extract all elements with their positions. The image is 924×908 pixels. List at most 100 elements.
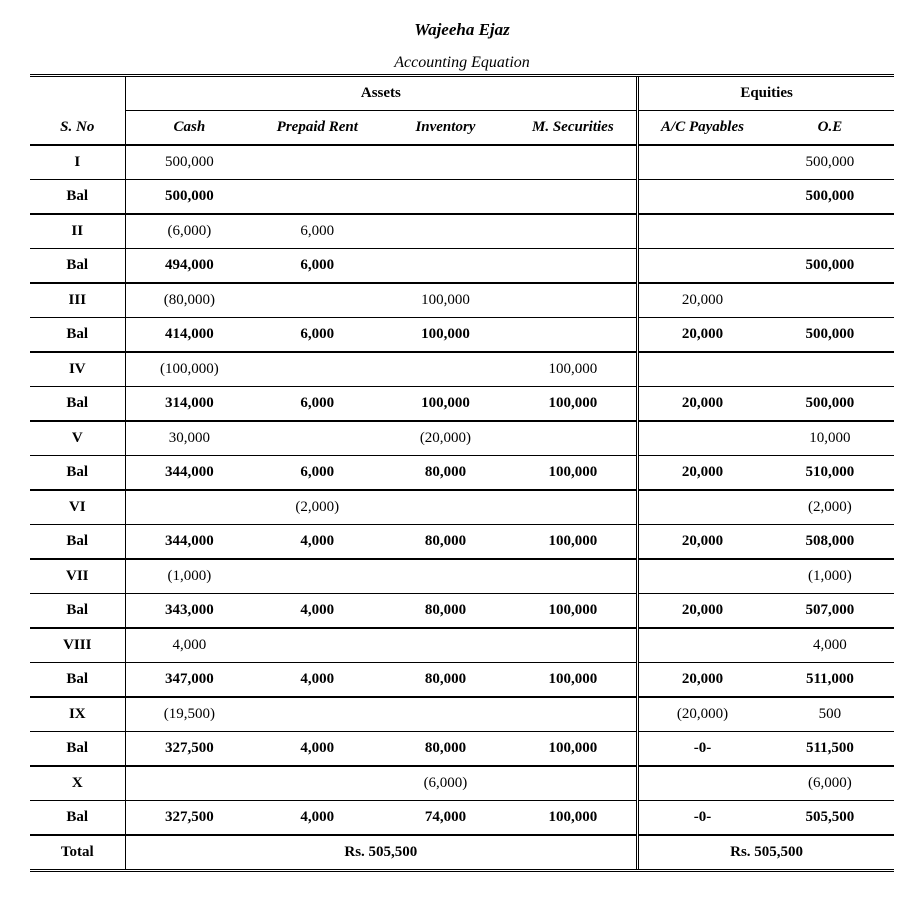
cell-m-securities: 100,000 [510,732,638,767]
cell-cash: (100,000) [125,352,253,387]
cell-inventory [381,249,509,284]
cell-oe [766,283,894,318]
row-label: II [30,214,125,249]
cell-cash: (80,000) [125,283,253,318]
cell-ac-payables: -0- [638,801,766,836]
cell-m-securities [510,559,638,594]
cell-oe: (6,000) [766,766,894,801]
cell-ac-payables: 20,000 [638,387,766,422]
cell-inventory: (20,000) [381,421,509,456]
cell-oe: 511,000 [766,663,894,698]
cell-oe: (2,000) [766,490,894,525]
table-body: I500,000500,000Bal500,000500,000II(6,000… [30,145,894,835]
cell-cash: 314,000 [125,387,253,422]
cell-cash: 494,000 [125,249,253,284]
row-label: Bal [30,663,125,698]
table-row: Bal327,5004,00080,000100,000-0-511,500 [30,732,894,767]
cell-ac-payables [638,766,766,801]
col-cash: Cash [125,111,253,146]
row-label: Bal [30,594,125,629]
cell-ac-payables: 20,000 [638,318,766,353]
cell-oe [766,214,894,249]
cell-oe: 500 [766,697,894,732]
cell-inventory: 80,000 [381,525,509,560]
page-subtitle: Accounting Equation [30,54,894,72]
cell-ac-payables: 20,000 [638,283,766,318]
table-row: Bal314,0006,000100,000100,00020,000500,0… [30,387,894,422]
cell-inventory: 80,000 [381,663,509,698]
cell-m-securities [510,421,638,456]
row-label: Bal [30,249,125,284]
cell-prepaid-rent: 6,000 [253,214,381,249]
cell-prepaid-rent [253,180,381,215]
page-author: Wajeeha Ejaz [30,20,894,40]
row-label: Bal [30,318,125,353]
table-row: II(6,000)6,000 [30,214,894,249]
cell-m-securities [510,490,638,525]
table-row: Bal343,0004,00080,000100,00020,000507,00… [30,594,894,629]
total-label: Total [30,835,125,871]
cell-m-securities: 100,000 [510,456,638,491]
cell-cash: (6,000) [125,214,253,249]
cell-ac-payables: 20,000 [638,663,766,698]
row-label: I [30,145,125,180]
cell-cash: (1,000) [125,559,253,594]
cell-ac-payables: -0- [638,732,766,767]
cell-prepaid-rent: 4,000 [253,732,381,767]
cell-oe: 10,000 [766,421,894,456]
row-label: IV [30,352,125,387]
col-inventory: Inventory [381,111,509,146]
cell-cash [125,766,253,801]
cell-cash [125,490,253,525]
cell-cash: 347,000 [125,663,253,698]
accounting-table: Assets Equities S. No Cash Prepaid Rent … [30,74,894,872]
cell-oe: 500,000 [766,249,894,284]
cell-oe: 505,500 [766,801,894,836]
cell-prepaid-rent: 6,000 [253,318,381,353]
cell-cash: 500,000 [125,145,253,180]
cell-prepaid-rent [253,421,381,456]
cell-m-securities: 100,000 [510,594,638,629]
cell-inventory [381,352,509,387]
cell-m-securities [510,628,638,663]
table-row: III(80,000)100,00020,000 [30,283,894,318]
total-assets: Rs. 505,500 [125,835,638,871]
col-oe: O.E [766,111,894,146]
row-label: VII [30,559,125,594]
cell-cash: 30,000 [125,421,253,456]
cell-ac-payables: 20,000 [638,456,766,491]
cell-m-securities [510,214,638,249]
cell-oe: 508,000 [766,525,894,560]
cell-prepaid-rent: 6,000 [253,387,381,422]
cell-cash: 343,000 [125,594,253,629]
cell-prepaid-rent [253,697,381,732]
cell-m-securities [510,249,638,284]
col-sno: S. No [30,111,125,146]
cell-ac-payables [638,180,766,215]
cell-m-securities [510,180,638,215]
cell-inventory [381,145,509,180]
cell-oe: 500,000 [766,180,894,215]
cell-inventory: 100,000 [381,387,509,422]
cell-m-securities [510,283,638,318]
row-label: VI [30,490,125,525]
cell-prepaid-rent: 4,000 [253,801,381,836]
table-row: X(6,000)(6,000) [30,766,894,801]
table-row: VII(1,000)(1,000) [30,559,894,594]
table-row: Bal344,0006,00080,000100,00020,000510,00… [30,456,894,491]
header-assets: Assets [125,76,638,111]
cell-inventory: 100,000 [381,283,509,318]
table-row: V30,000(20,000)10,000 [30,421,894,456]
cell-ac-payables [638,352,766,387]
cell-inventory [381,490,509,525]
total-equities: Rs. 505,500 [638,835,894,871]
cell-m-securities [510,766,638,801]
row-label: Bal [30,456,125,491]
cell-prepaid-rent [253,283,381,318]
cell-prepaid-rent [253,559,381,594]
cell-cash: 4,000 [125,628,253,663]
cell-oe: (1,000) [766,559,894,594]
table-row: I500,000500,000 [30,145,894,180]
header-blank [30,76,125,111]
cell-prepaid-rent: 4,000 [253,594,381,629]
